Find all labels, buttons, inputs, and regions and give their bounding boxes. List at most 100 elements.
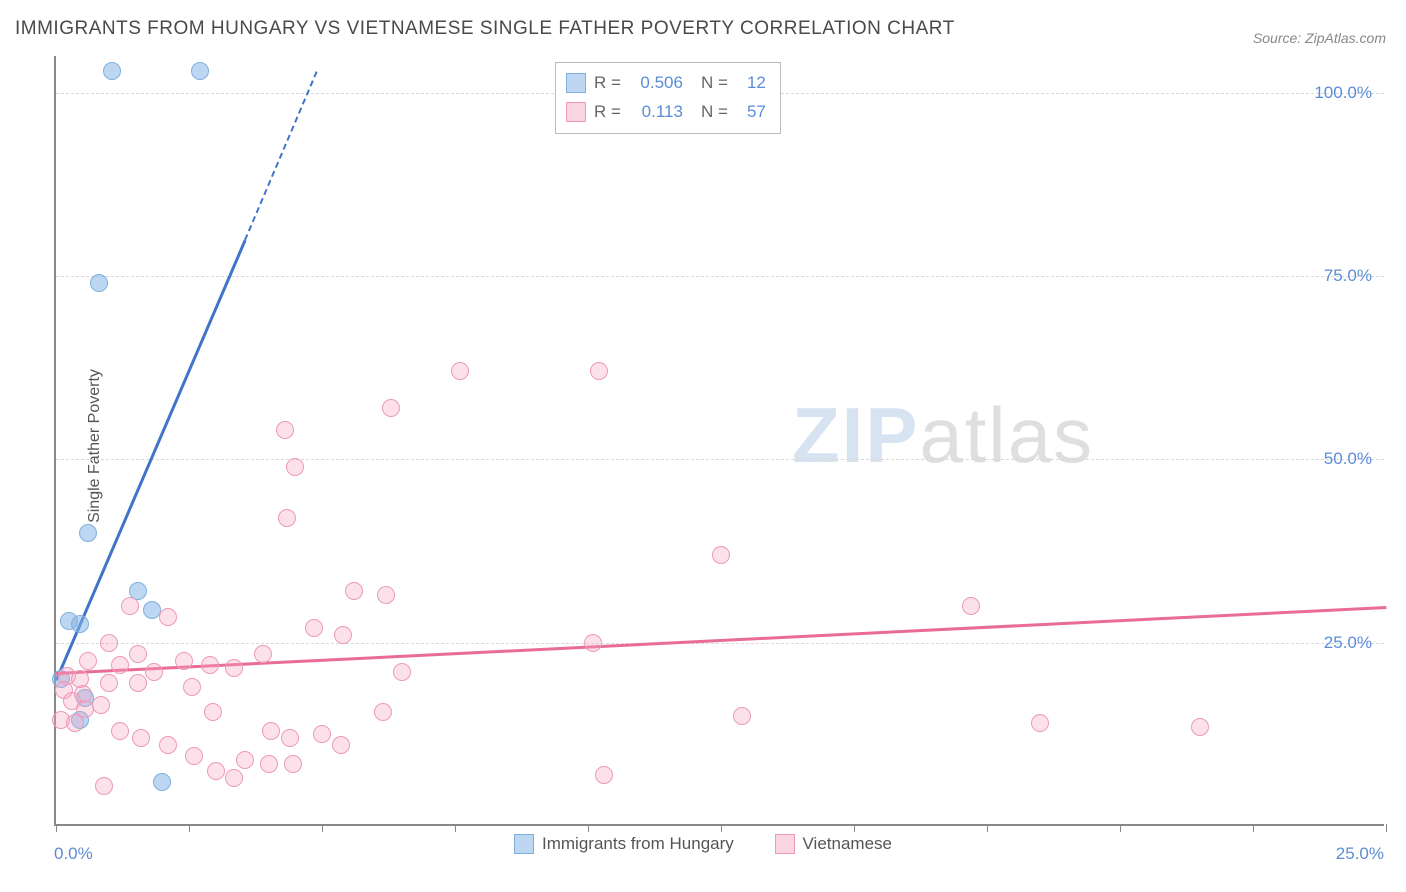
data-point	[159, 736, 177, 754]
data-point	[225, 769, 243, 787]
r-label: R =	[594, 98, 621, 127]
data-point	[159, 608, 177, 626]
data-point	[374, 703, 392, 721]
legend-row-vietnamese: R = 0.113 N = 57	[566, 98, 766, 127]
data-point	[584, 634, 602, 652]
x-tick	[56, 824, 57, 832]
n-value-hungary: 12	[736, 69, 766, 98]
data-point	[71, 615, 89, 633]
swatch-pink-icon	[566, 102, 586, 122]
data-point	[595, 766, 613, 784]
data-point	[121, 597, 139, 615]
source-label: Source: ZipAtlas.com	[1253, 30, 1386, 46]
data-point	[276, 421, 294, 439]
data-point	[278, 509, 296, 527]
data-point	[1191, 718, 1209, 736]
data-point	[262, 722, 280, 740]
data-point	[313, 725, 331, 743]
x-tick	[322, 824, 323, 832]
gridline	[56, 276, 1384, 277]
x-tick	[854, 824, 855, 832]
data-point	[236, 751, 254, 769]
x-tick	[189, 824, 190, 832]
watermark-zip: ZIP	[792, 391, 919, 479]
x-tick	[987, 824, 988, 832]
data-point	[79, 524, 97, 542]
watermark: ZIPatlas	[792, 390, 1094, 481]
data-point	[191, 62, 209, 80]
r-label: R =	[594, 69, 621, 98]
data-point	[712, 546, 730, 564]
x-tick	[588, 824, 589, 832]
data-point	[183, 678, 201, 696]
y-tick-label: 25.0%	[1324, 633, 1372, 653]
trendline	[56, 606, 1386, 674]
data-point	[111, 722, 129, 740]
y-tick-label: 50.0%	[1324, 449, 1372, 469]
legend-item-hungary: Immigrants from Hungary	[514, 834, 734, 854]
data-point	[100, 674, 118, 692]
data-point	[95, 777, 113, 795]
swatch-blue-icon	[514, 834, 534, 854]
legend-series: Immigrants from Hungary Vietnamese	[0, 834, 1406, 859]
x-tick	[1386, 824, 1387, 832]
data-point	[332, 736, 350, 754]
x-tick	[1120, 824, 1121, 832]
data-point	[260, 755, 278, 773]
data-point	[153, 773, 171, 791]
swatch-blue-icon	[566, 73, 586, 93]
data-point	[382, 399, 400, 417]
watermark-atlas: atlas	[919, 391, 1094, 479]
data-point	[590, 362, 608, 380]
data-point	[103, 62, 121, 80]
gridline	[56, 643, 1384, 644]
x-tick	[455, 824, 456, 832]
r-value-vietnamese: 0.113	[629, 98, 683, 127]
data-point	[334, 626, 352, 644]
legend-label-hungary: Immigrants from Hungary	[542, 834, 734, 854]
data-point	[145, 663, 163, 681]
data-point	[129, 674, 147, 692]
data-point	[92, 696, 110, 714]
data-point	[393, 663, 411, 681]
legend-row-hungary: R = 0.506 N = 12	[566, 69, 766, 98]
y-tick-label: 75.0%	[1324, 266, 1372, 286]
legend-correlation: R = 0.506 N = 12 R = 0.113 N = 57	[555, 62, 781, 134]
data-point	[79, 652, 97, 670]
data-point	[201, 656, 219, 674]
data-point	[129, 645, 147, 663]
data-point	[451, 362, 469, 380]
trendline	[244, 71, 318, 240]
data-point	[90, 274, 108, 292]
data-point	[286, 458, 304, 476]
plot-area: ZIPatlas 25.0% 50.0% 75.0% 100.0%	[54, 56, 1384, 826]
data-point	[100, 634, 118, 652]
data-point	[66, 714, 84, 732]
x-tick	[721, 824, 722, 832]
legend-item-vietnamese: Vietnamese	[775, 834, 892, 854]
n-label: N =	[701, 69, 728, 98]
y-tick-label: 100.0%	[1314, 83, 1372, 103]
data-point	[305, 619, 323, 637]
r-value-hungary: 0.506	[629, 69, 683, 98]
data-point	[345, 582, 363, 600]
data-point	[284, 755, 302, 773]
data-point	[1031, 714, 1049, 732]
data-point	[281, 729, 299, 747]
gridline	[56, 459, 1384, 460]
swatch-pink-icon	[775, 834, 795, 854]
n-label: N =	[701, 98, 728, 127]
data-point	[111, 656, 129, 674]
x-tick	[1253, 824, 1254, 832]
data-point	[207, 762, 225, 780]
data-point	[733, 707, 751, 725]
chart-container: IMMIGRANTS FROM HUNGARY VS VIETNAMESE SI…	[0, 0, 1406, 892]
chart-title: IMMIGRANTS FROM HUNGARY VS VIETNAMESE SI…	[15, 18, 955, 40]
data-point	[204, 703, 222, 721]
data-point	[175, 652, 193, 670]
data-point	[132, 729, 150, 747]
data-point	[185, 747, 203, 765]
n-value-vietnamese: 57	[736, 98, 766, 127]
data-point	[962, 597, 980, 615]
legend-label-vietnamese: Vietnamese	[803, 834, 892, 854]
